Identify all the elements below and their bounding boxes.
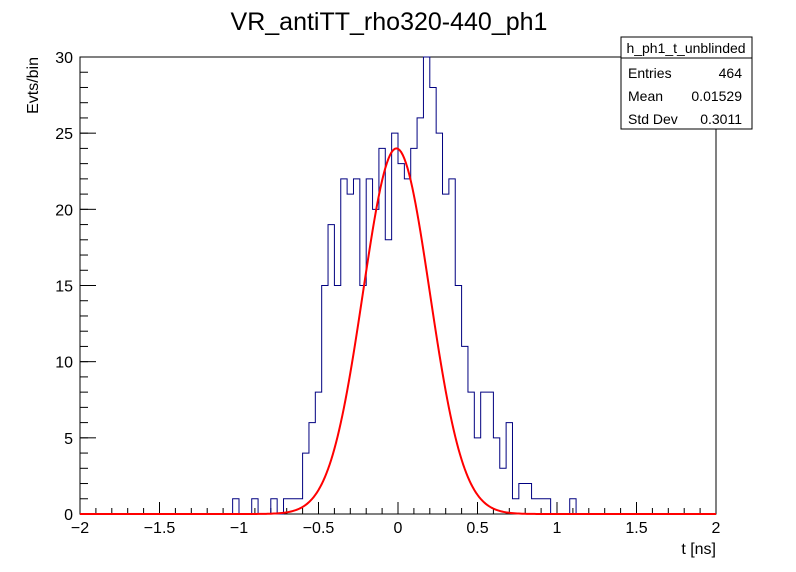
y-tick-label: 5 xyxy=(64,431,73,448)
y-tick-label: 30 xyxy=(55,50,73,67)
y-tick-label: 25 xyxy=(55,126,73,143)
x-tick-label: −1 xyxy=(230,520,248,537)
x-tick-label: 0.5 xyxy=(466,520,488,537)
stats-box-title: h_ph1_t_unblinded xyxy=(626,40,745,56)
x-tick-label: 1.5 xyxy=(625,520,647,537)
y-axis: 0 5 10 15 20 25 30 xyxy=(55,50,96,524)
x-tick-label: 0 xyxy=(394,520,403,537)
stats-mean-value: 0.01529 xyxy=(691,88,742,104)
x-axis: −2 −1.5 −1 −0.5 0 0.5 1 1.5 2 xyxy=(71,502,721,537)
stats-mean-label: Mean xyxy=(628,88,663,104)
chart-title: VR_antiTT_rho320-440_ph1 xyxy=(231,8,548,36)
y-tick-label: 0 xyxy=(64,507,73,524)
stats-box: h_ph1_t_unblinded Entries 464 Mean 0.015… xyxy=(620,36,753,130)
stats-entries-value: 464 xyxy=(719,65,743,81)
gaussian-fit-line xyxy=(80,147,716,515)
stats-stddev-label: Std Dev xyxy=(628,111,678,127)
x-tick-label: 1 xyxy=(553,520,562,537)
stats-box-frame xyxy=(620,36,753,130)
y-tick-label: 20 xyxy=(55,202,73,219)
stats-stddev-value: 0.3011 xyxy=(700,111,742,127)
y-axis-label: Evts/bin xyxy=(25,57,42,114)
x-tick-label: −2 xyxy=(71,520,89,537)
x-tick-label: 2 xyxy=(712,520,721,537)
y-tick-label: 10 xyxy=(55,355,73,372)
stats-entries-label: Entries xyxy=(628,65,672,81)
y-tick-label: 15 xyxy=(55,279,73,296)
x-axis-label: t [ns] xyxy=(681,541,716,558)
x-tick-label: −1.5 xyxy=(144,520,176,537)
x-tick-label: −0.5 xyxy=(303,520,335,537)
